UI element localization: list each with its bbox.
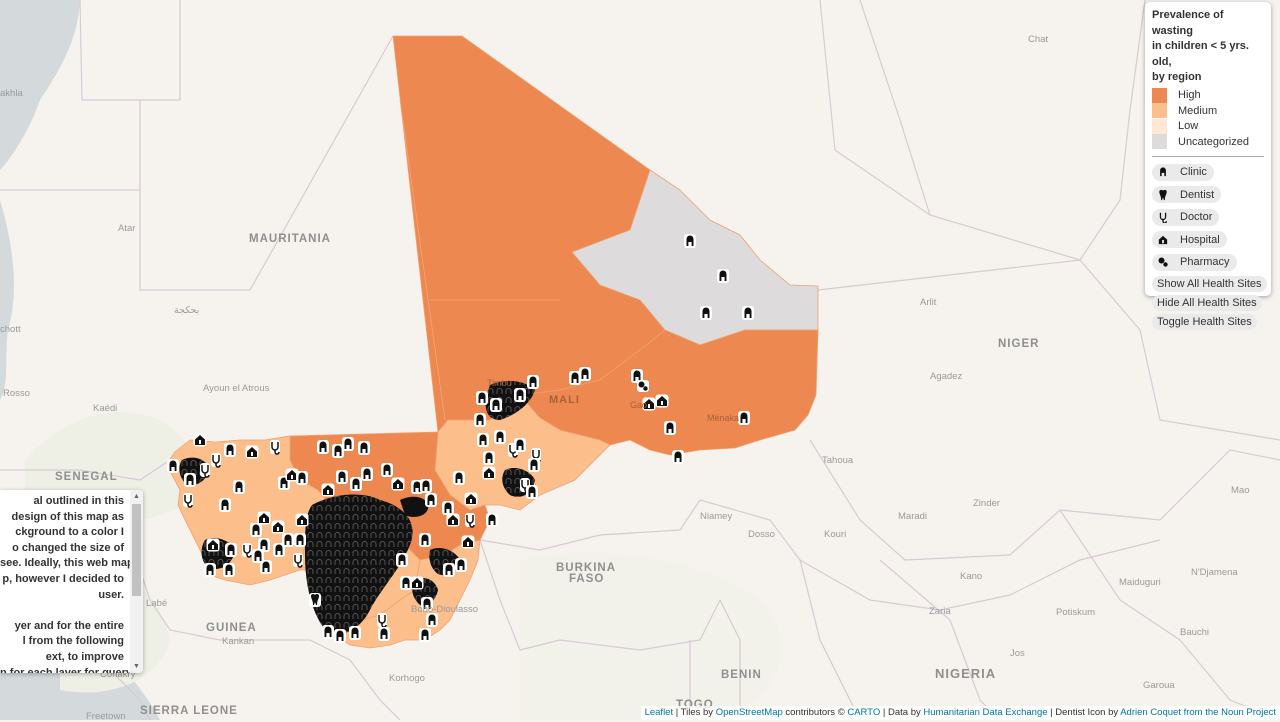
hide-all-sites-button[interactable]: Hide All Health Sites: [1152, 295, 1262, 311]
swatch-high: [1152, 87, 1167, 103]
carto-link[interactable]: CARTO: [847, 707, 881, 718]
info-line: o changed the size of: [12, 541, 124, 554]
info-line: [0, 603, 124, 619]
swatch-low: [1152, 118, 1167, 134]
info-line: al outlined in this: [33, 495, 124, 507]
tooth-icon: [1159, 189, 1167, 200]
info-text: al outlined in this design of this map a…: [0, 494, 134, 673]
info-line: p, however I decided to: [2, 572, 124, 585]
svg-text:Ménaka: Ménaka: [707, 413, 739, 423]
info-scrollbar[interactable]: ▲ ▼: [130, 490, 143, 673]
swatch-medium: [1152, 103, 1167, 119]
hospital-icon: [1158, 235, 1168, 244]
info-line: user.: [98, 588, 124, 601]
info-line: see. Ideally, this web map: [0, 557, 134, 570]
pills-icon: [1158, 257, 1168, 267]
legend-panel: Prevalence of wasting in children < 5 yr…: [1145, 2, 1271, 330]
clinic-toggle-button[interactable]: Clinic: [1152, 163, 1214, 181]
legend-title: Prevalence of wasting in children < 5 yr…: [1152, 9, 1249, 83]
info-line: ckground to a color I: [15, 526, 124, 539]
scroll-thumb[interactable]: [132, 504, 141, 596]
map-attribution: Leaflet | Tiles by OpenStreetMap contrib…: [640, 706, 1280, 720]
info-line: n for each layer for query: [0, 666, 133, 673]
scroll-up-icon[interactable]: ▲: [133, 493, 140, 500]
scroll-down-icon[interactable]: ▼: [133, 663, 140, 670]
legend-item-medium: Medium: [1152, 103, 1264, 119]
swatch-uncategorized: [1152, 134, 1167, 150]
info-line: yer and for the entire: [14, 619, 124, 632]
legend-divider: [1152, 155, 1264, 157]
atlantic-ocean: [0, 0, 80, 170]
svg-text:MALI: MALI: [549, 394, 580, 406]
show-all-sites-button[interactable]: Show All Health Sites: [1152, 276, 1267, 292]
hospital-toggle-button[interactable]: Hospital: [1152, 231, 1227, 248]
legend-item-low: Low: [1152, 118, 1264, 135]
doctor-toggle-button[interactable]: Doctor: [1152, 208, 1220, 226]
info-line: l from the following: [22, 635, 124, 648]
hdx-link[interactable]: Humanitarian Data Exchange: [923, 707, 1048, 718]
legend-item-uncategorized: Uncategorized: [1152, 134, 1264, 150]
pharmacy-toggle-button[interactable]: Pharmacy: [1152, 253, 1237, 271]
legend-item-high: High: [1152, 87, 1264, 104]
svg-text:Timbu: Timbu: [487, 378, 512, 388]
leaflet-link[interactable]: Leaflet: [644, 707, 674, 718]
info-panel[interactable]: al outlined in this design of this map a…: [0, 490, 143, 673]
osm-link[interactable]: OpenStreetMap: [715, 707, 783, 718]
noun-project-link[interactable]: Adrien Coquet from the Noun Project: [1120, 707, 1276, 718]
info-line: ext, to improve: [45, 650, 124, 663]
info-line: design of this map as: [8, 510, 124, 523]
svg-text:Gao: Gao: [630, 400, 647, 410]
toggle-sites-button[interactable]: Toggle Health Sites: [1152, 314, 1257, 330]
dentist-toggle-button[interactable]: Dentist: [1152, 186, 1222, 203]
stethoscope-icon: [1159, 212, 1168, 223]
clinic-icon: [1160, 167, 1166, 177]
